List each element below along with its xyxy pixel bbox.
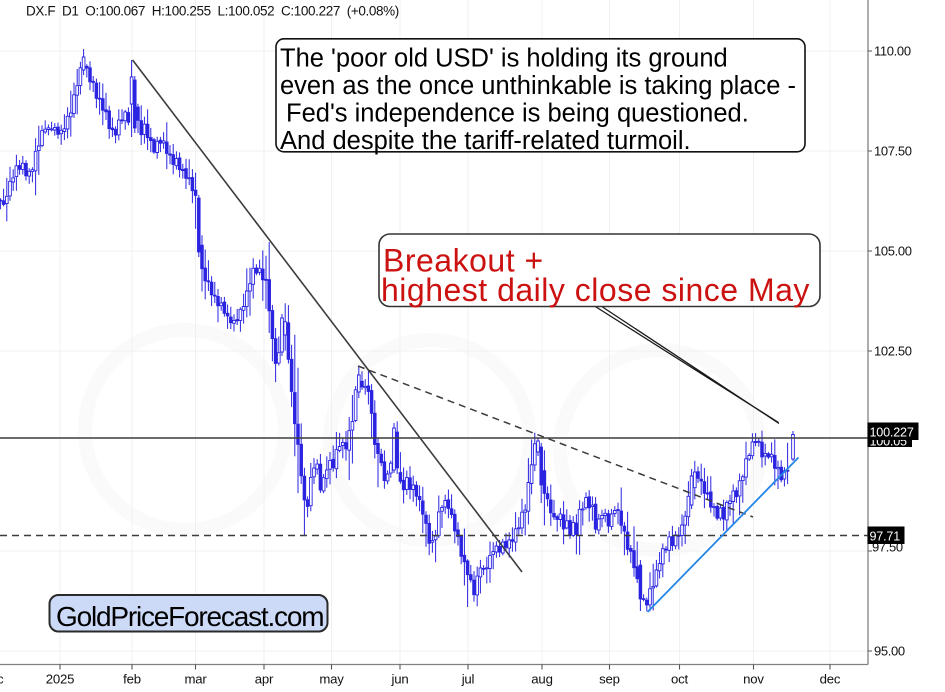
svg-text:Fed's independence is being qu: Fed's independence is being questioned. (286, 100, 749, 128)
svg-text:107.50: 107.50 (874, 144, 912, 159)
svg-text:105.00: 105.00 (874, 244, 912, 259)
svg-text:110.00: 110.00 (874, 44, 911, 59)
svg-text:jun: jun (391, 672, 409, 687)
svg-text:may: may (319, 672, 344, 687)
svg-text:Breakout +: Breakout + (383, 242, 544, 278)
svg-text:feb: feb (123, 672, 141, 687)
svg-text:dec: dec (820, 672, 841, 687)
svg-text:The 'poor old USD' is holding: The 'poor old USD' is holding its ground (280, 45, 728, 73)
svg-text:2025: 2025 (46, 672, 75, 687)
svg-text:95.00: 95.00 (874, 644, 905, 659)
svg-text:DX.F D1 O:100.067 H:100.255: DX.F D1 O:100.067 H:100.255 L:100.052 C:… (26, 4, 399, 19)
svg-text:aug: aug (531, 672, 552, 687)
svg-text:highest daily close since May: highest daily close since May (381, 272, 810, 308)
svg-text:c: c (0, 672, 4, 687)
svg-text:apr: apr (255, 672, 274, 687)
svg-text:mar: mar (184, 672, 207, 687)
svg-text:102.50: 102.50 (874, 344, 912, 359)
svg-text:100.227: 100.227 (870, 426, 914, 440)
svg-text:GoldPriceForecast.com: GoldPriceForecast.com (56, 601, 323, 632)
svg-text:97.71: 97.71 (870, 530, 901, 544)
svg-text:even as the once unthinkable i: even as the once unthinkable is taking p… (280, 72, 796, 100)
svg-text:nov: nov (743, 672, 764, 687)
svg-text:And despite the tariff-related: And despite the tariff-related turmoil. (280, 127, 691, 155)
svg-text:jul: jul (461, 672, 475, 687)
svg-text:oct: oct (671, 672, 689, 687)
svg-text:sep: sep (599, 672, 620, 687)
